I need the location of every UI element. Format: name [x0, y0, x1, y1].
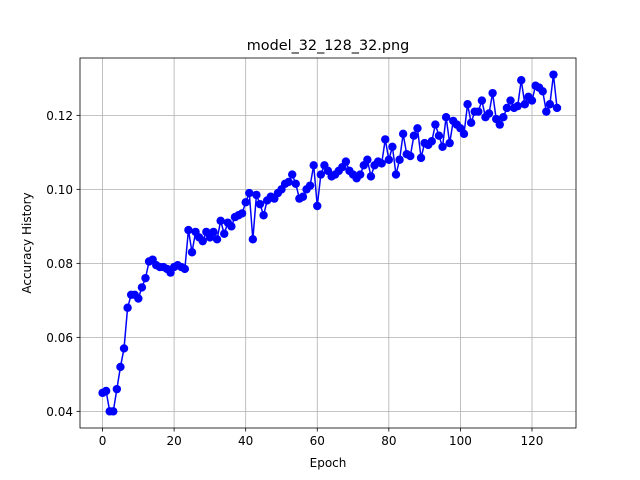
data-point [284, 177, 293, 187]
chart-title: model_32_128_32.png [247, 38, 409, 54]
data-point [141, 273, 150, 283]
series-line [102, 73, 558, 413]
y-axis-label: Accuracy History [20, 192, 34, 293]
data-point [237, 209, 247, 218]
data-point [220, 229, 229, 238]
data-point [119, 344, 129, 353]
data-point [112, 384, 122, 394]
data-point [441, 113, 451, 122]
data-point [255, 199, 265, 209]
x-tick-label: 120 [521, 434, 544, 448]
x-tick-label: 80 [381, 434, 396, 448]
data-point [398, 129, 408, 139]
data-point [116, 362, 125, 372]
data-point [341, 157, 351, 166]
data-point [431, 120, 440, 129]
data-point [406, 151, 415, 161]
data-point [517, 76, 526, 85]
data-point [384, 155, 394, 164]
data-point [438, 142, 447, 151]
grid-lines [80, 58, 576, 428]
data-point [252, 190, 261, 200]
data-point [527, 96, 537, 105]
series-layer [98, 70, 562, 416]
y-tick-label: 0.04 [46, 405, 73, 419]
data-point [434, 131, 444, 140]
y-tick-label: 0.10 [46, 183, 73, 197]
data-point [198, 236, 207, 246]
data-point [549, 70, 558, 79]
data-point [316, 170, 326, 179]
data-point [542, 107, 551, 116]
data-point [377, 159, 386, 168]
y-tick-label: 0.06 [46, 331, 73, 345]
data-point [259, 211, 268, 220]
data-point [123, 303, 132, 312]
data-point [184, 225, 193, 235]
data-point [474, 107, 483, 116]
data-point [388, 142, 397, 151]
data-point [538, 87, 547, 96]
data-point [416, 153, 426, 163]
data-point [413, 124, 422, 133]
data-point [445, 138, 454, 148]
data-point [305, 181, 315, 190]
x-tick-label: 60 [310, 434, 325, 448]
data-point [216, 216, 225, 225]
x-axis-label: Epoch [310, 456, 347, 470]
data-point [477, 96, 487, 105]
data-point [298, 192, 308, 201]
data-point [363, 155, 372, 164]
data-point [513, 101, 522, 111]
data-point [248, 235, 258, 244]
data-point [288, 170, 297, 179]
data-point [109, 407, 118, 416]
axis-ticks: 0 20 40 60 80 100 120 0.04 0.06 0.08 0.10 0.12 [46, 109, 543, 448]
data-point [137, 283, 147, 292]
data-point [545, 100, 555, 109]
data-point [241, 198, 250, 207]
data-point [395, 155, 404, 164]
data-point [459, 129, 469, 139]
data-point [313, 201, 322, 211]
x-tick-label: 0 [99, 434, 107, 448]
data-point [227, 222, 236, 231]
x-tick-label: 20 [166, 434, 181, 448]
data-point [366, 172, 376, 181]
data-point [187, 248, 197, 257]
y-tick-label: 0.12 [46, 109, 73, 123]
x-tick-label: 100 [449, 434, 472, 448]
data-point [381, 135, 390, 144]
data-point [495, 120, 504, 129]
x-tick-label: 40 [238, 434, 253, 448]
data-point [502, 103, 512, 113]
data-point [552, 103, 562, 113]
data-point [488, 88, 497, 98]
data-point [309, 161, 318, 170]
data-point [409, 131, 419, 140]
data-point [180, 264, 190, 274]
data-point [484, 109, 494, 118]
data-point [245, 188, 254, 198]
data-point [499, 113, 508, 122]
data-point [506, 96, 515, 105]
data-point [291, 179, 300, 188]
data-point [209, 227, 218, 237]
data-point [212, 235, 222, 244]
data-point [427, 137, 436, 146]
y-tick-label: 0.08 [46, 257, 73, 271]
data-point [356, 170, 365, 179]
data-point [466, 118, 476, 127]
plot-frame [79, 57, 577, 429]
data-point [463, 100, 472, 109]
data-point [520, 100, 530, 109]
data-point [391, 170, 401, 179]
data-point [101, 386, 111, 396]
data-point [134, 294, 143, 303]
